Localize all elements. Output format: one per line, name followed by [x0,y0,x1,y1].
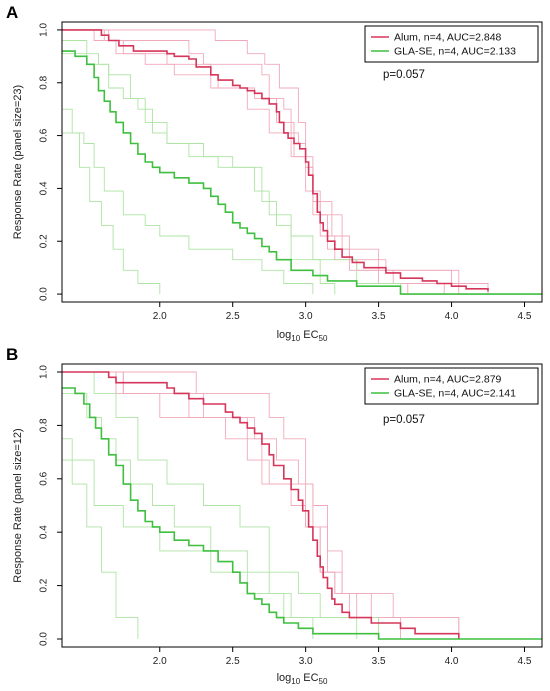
legend-label: Alum, n=4, AUC=2.848 [394,32,502,44]
x-tick-label: 3.0 [299,311,313,322]
y-tick-label: 0.6 [39,128,50,142]
plot-frame [61,21,543,303]
y-tick-label: 0.8 [39,418,50,432]
replicate-series-line [62,29,409,295]
replicate-series-line [62,392,314,639]
p-value-annotation: p=0.057 [383,69,425,81]
legend-box [364,25,539,63]
y-tick-label: 0.0 [39,632,50,646]
panel-a: A 2.0 2.5 3.0 3.5 4.0 4.5 0.0 0.2 0.4 0.6 0.8 1.0 Res… [6,3,543,343]
replicate-series-line [62,438,139,639]
x-axis-label: log10 EC50 [277,672,328,686]
y-tick-label: 0.0 [39,287,50,301]
y-tick-label: 0.6 [39,471,50,485]
legend-label: GLA-SE, n=4, AUC=2.133 [394,46,516,58]
x-tick-label: 2.0 [153,656,167,667]
legend: Alum, n=4, AUC=2.879 GLA-SE, n=4, AUC=2.1… [364,367,539,405]
y-tick-label: 0.4 [39,525,50,539]
x-tick-label: 3.5 [372,311,386,322]
series-group [62,371,542,640]
replicate-series-line [62,371,460,639]
y-tick-label: 0.2 [39,234,50,248]
panel-letter: B [6,345,18,364]
replicate-series-line [62,53,401,295]
mean-series-line [62,371,460,639]
y-axis-label: Response Rate (panel size=23) [12,85,24,239]
panel-letter: A [6,3,18,22]
x-tick-label: 4.5 [518,311,532,322]
x-tick-label: 2.5 [226,311,240,322]
legend-box [364,367,539,405]
plot-frame [61,363,543,648]
y-tick-label: 1.0 [39,365,50,379]
x-axis-label: log10 EC50 [277,329,328,343]
y-tick-label: 0.8 [39,75,50,89]
mean-series-line [62,29,489,292]
y-tick-label: 0.2 [39,578,50,592]
x-tick-label: 2.5 [226,656,240,667]
replicate-series-line [62,371,358,639]
replicate-series-line [62,108,161,295]
replicate-series-line [62,132,314,295]
x-tick-label: 4.0 [445,656,459,667]
legend-label: GLA-SE, n=4, AUC=2.141 [394,388,516,400]
x-tick-label: 4.5 [518,656,532,667]
y-tick-label: 1.0 [39,23,50,37]
replicate-series-line [62,29,489,295]
x-tick-label: 3.0 [299,656,313,667]
panel-b: B 2.0 2.5 3.0 3.5 4.0 4.5 0.0 0.2 0.4 0.6 0.8 1.0 Res… [6,345,543,686]
x-tick-label: 4.0 [445,311,459,322]
series-group [62,29,542,295]
mean-series-line [62,387,542,640]
x-tick-label: 2.0 [153,311,167,322]
y-tick-label: 0.4 [39,181,50,195]
legend-label: Alum, n=4, AUC=2.879 [394,374,502,386]
y-axis-label: Response Rate (panel size=12) [12,428,24,582]
replicate-series-line [62,459,380,639]
mean-series-line [62,50,542,295]
legend: Alum, n=4, AUC=2.848 GLA-SE, n=4, AUC=2.1… [364,25,539,63]
p-value-annotation: p=0.057 [383,414,425,426]
x-tick-label: 3.5 [372,656,386,667]
